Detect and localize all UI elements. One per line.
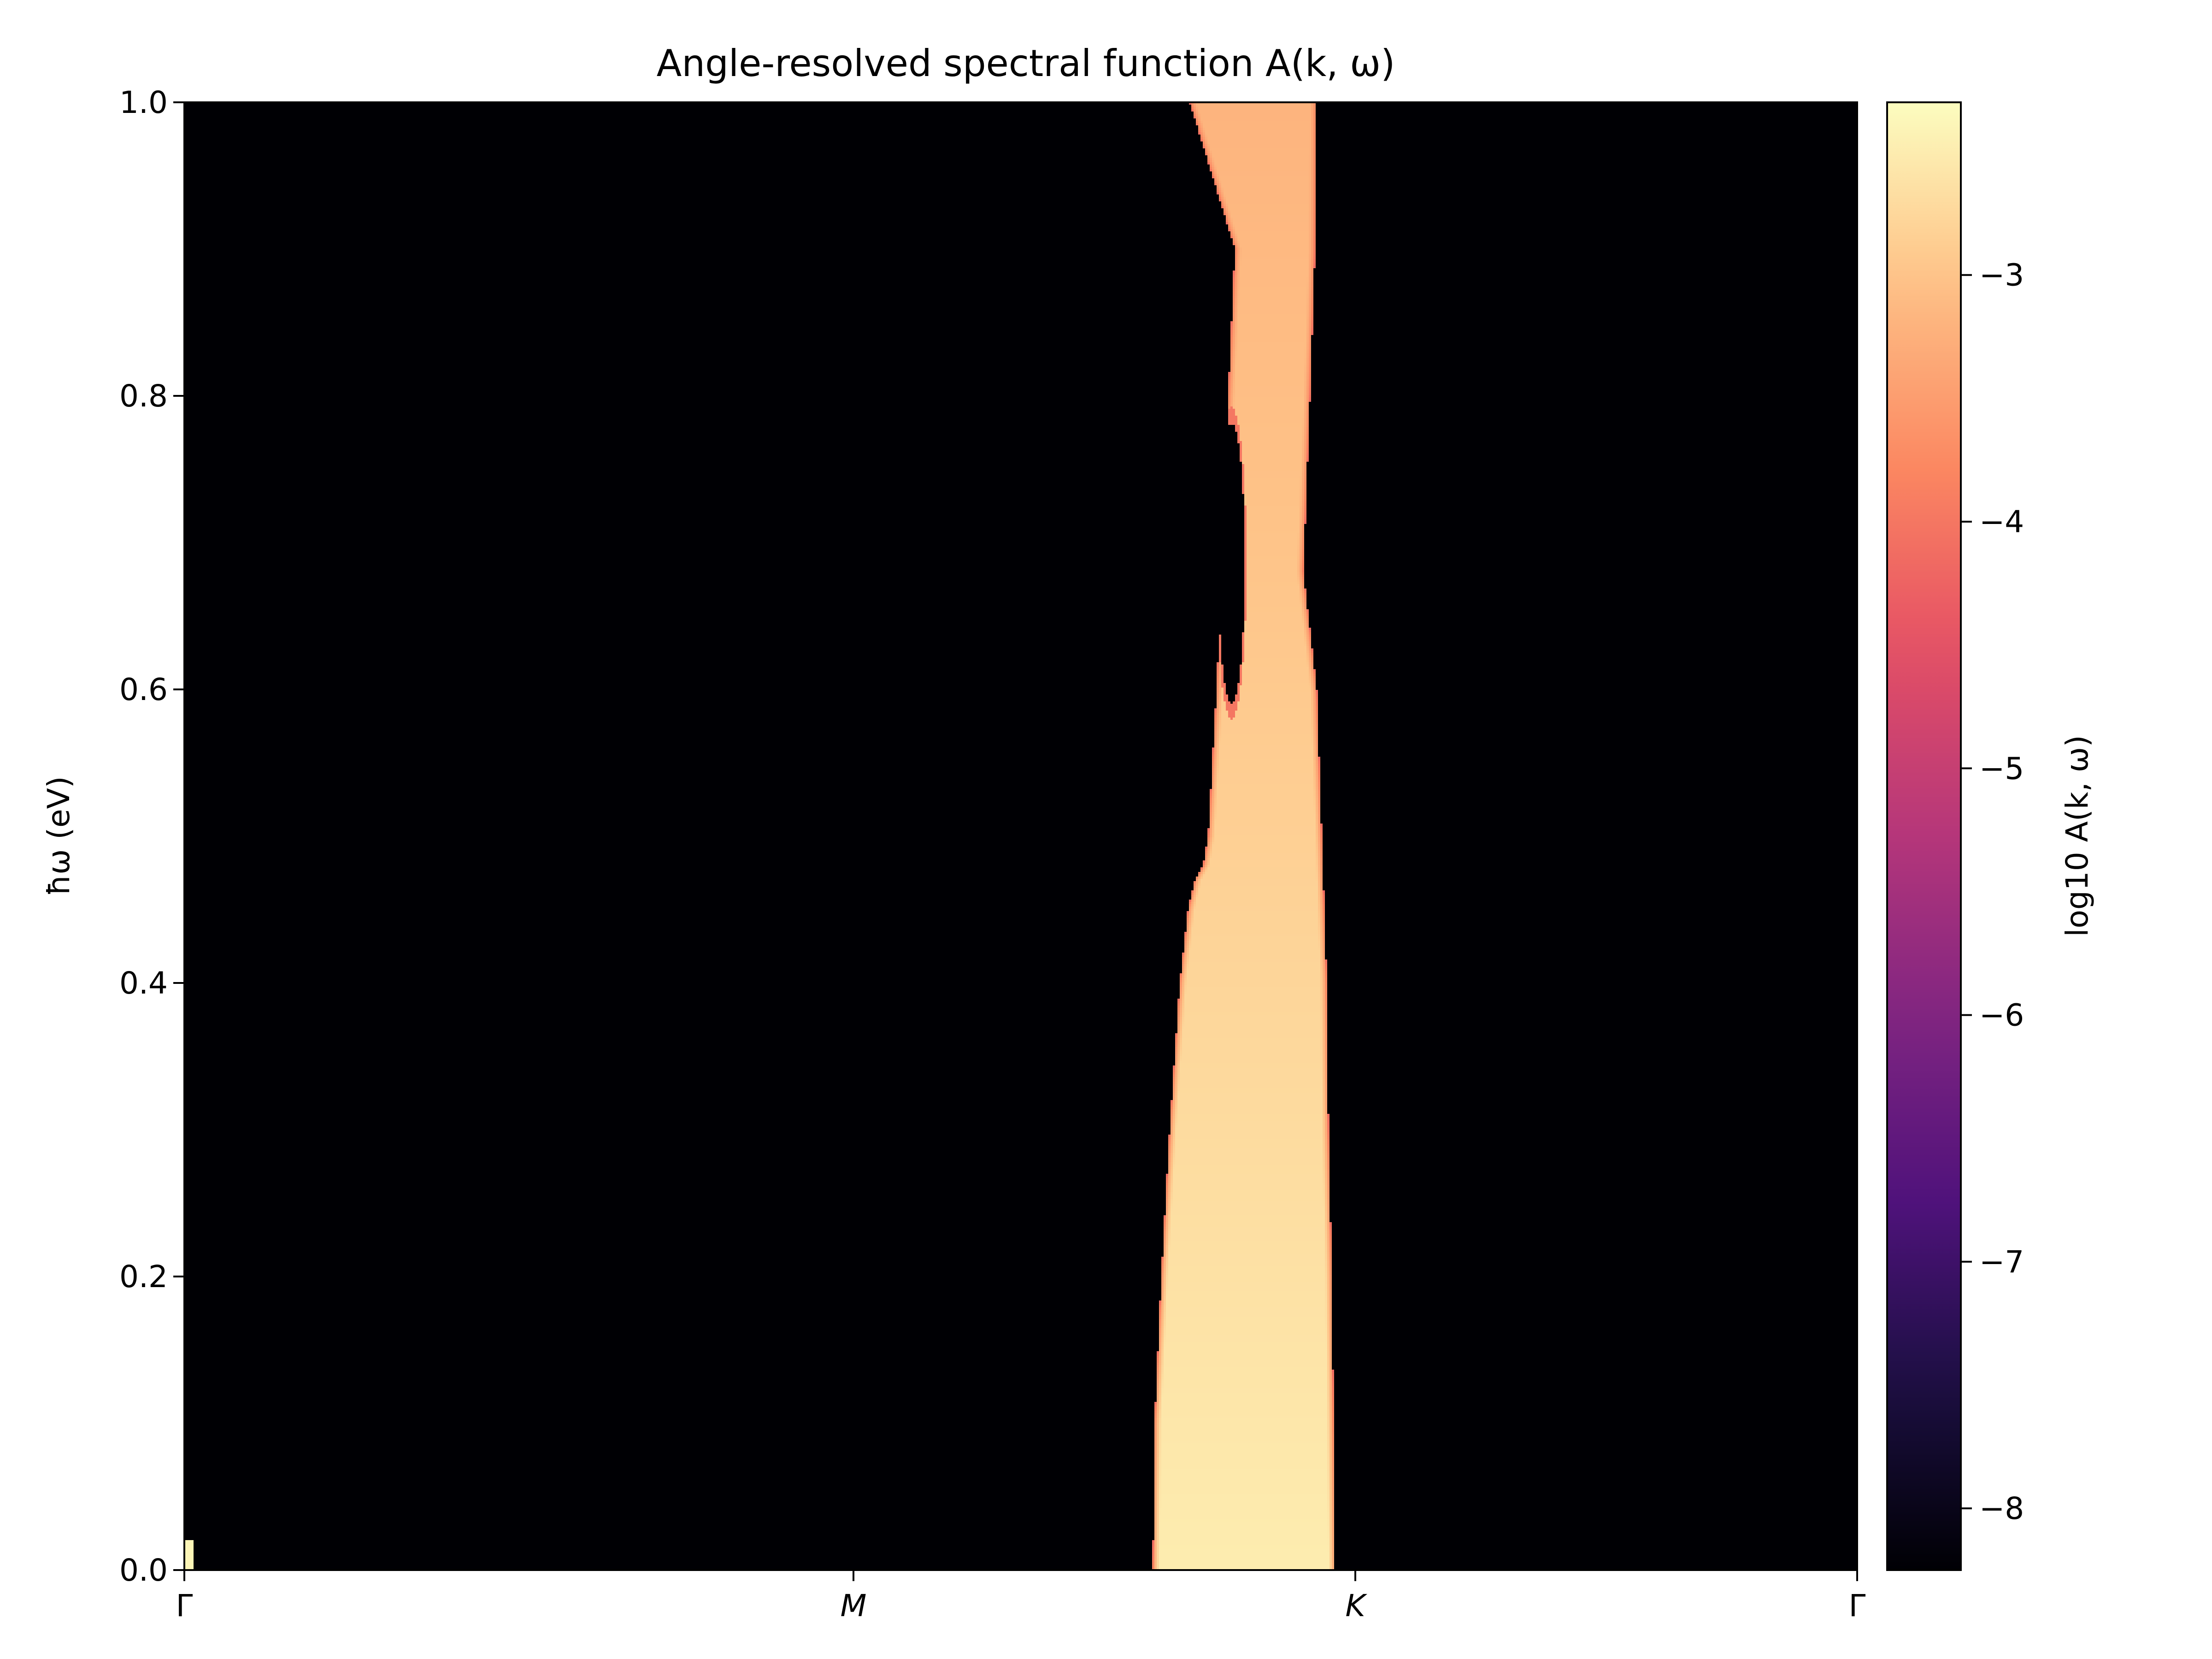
colorbar-tick-label: −8	[1979, 1491, 2024, 1526]
y-tick-label: 0.6	[119, 672, 168, 707]
colorbar-tick-label: −5	[1979, 751, 2024, 786]
chart-title: Angle-resolved spectral function A(k, ω)	[657, 42, 1395, 85]
x-tick-label: K	[1345, 1588, 1367, 1624]
colorbar-tick-label: −7	[1979, 1244, 2024, 1280]
x-tick-label: M	[841, 1588, 867, 1624]
y-axis-label: ħω (eV)	[41, 776, 76, 895]
x-tick-label: Γ	[1849, 1588, 1866, 1624]
x-tick-label: Γ	[176, 1588, 193, 1624]
heatmap-panel	[183, 101, 1858, 1571]
y-tick-label: 1.0	[119, 85, 168, 120]
heatmap-image-container	[184, 102, 1857, 1570]
colorbar-frame	[1886, 101, 1962, 1571]
colorbar-tick-label: −6	[1979, 998, 2024, 1033]
y-tick-label: 0.4	[119, 965, 168, 1001]
colorbar: −8 −7 −6 −5 −4 −3 log10 A(k, ω)	[1886, 101, 2095, 1571]
y-axis-ticks: 0.0 0.2 0.4 0.6 0.8 1.0	[119, 85, 184, 1588]
colorbar-gradient-container	[1887, 102, 1961, 1570]
y-tick-label: 0.2	[119, 1259, 168, 1294]
heatmap-image	[184, 102, 1857, 1570]
colorbar-ticks: −8 −7 −6 −5 −4 −3	[1961, 258, 2024, 1526]
y-tick-label: 0.0	[119, 1553, 168, 1588]
colorbar-gradient	[1887, 102, 1961, 1570]
colorbar-tick-label: −4	[1979, 504, 2024, 540]
colorbar-label: log10 A(k, ω)	[2059, 735, 2095, 937]
y-tick-label: 0.8	[119, 378, 168, 414]
colorbar-tick-label: −3	[1979, 258, 2024, 293]
heatmap-frame	[183, 101, 1858, 1571]
